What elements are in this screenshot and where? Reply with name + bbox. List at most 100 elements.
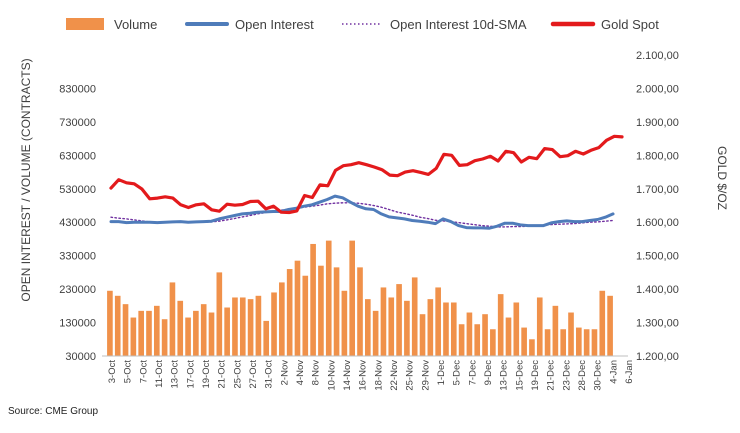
x-tick-label: 4-Jan [608,360,619,384]
x-tick-label: 13-Dec [499,360,510,391]
x-tick-label: 3-Oct [107,360,118,384]
volume-bar [208,312,215,356]
y-tick-label: 630000 [59,150,96,162]
y2-tick-label: 2.000,00 [636,83,679,95]
volume-bar [114,295,121,356]
volume-bar [177,300,184,356]
x-tick-label: 5-Dec [452,360,463,386]
volume-bar [318,265,324,356]
x-tick-label: 28-Dec [577,360,588,391]
volume-bar [372,310,379,356]
series-line-gold-spot [109,134,624,215]
legend-label-gold: Gold Spot [601,17,659,32]
volume-bar [153,305,160,356]
volume-bar [568,312,574,356]
y-tick-label: 530000 [59,184,96,196]
y2-tick-label: 1.600,00 [636,217,679,229]
volume-bar [443,302,449,356]
series-line-open-interest [109,194,615,230]
x-tick-label: 19-Dec [530,360,541,391]
y2-tick-label: 1.300,00 [636,318,679,330]
volume-bar [122,304,129,356]
x-tick-label: 31-Oct [264,360,275,389]
volume-bar [591,329,598,356]
y-tick-label: 430000 [59,217,96,229]
volume-bar [310,243,316,356]
x-tick-label: 22-Nov [389,360,400,391]
volume-bar [435,287,441,356]
y-tick-label: 130000 [59,318,96,330]
volume-bar [497,294,504,356]
x-tick-label: 18-Nov [373,360,384,391]
volume-bar [544,329,551,356]
volume-bar [427,299,434,356]
series-lines [109,134,624,230]
volume-bar [490,329,496,356]
x-tick-label: 8-Nov [311,360,322,386]
volume-bar [396,284,402,356]
x-tick-label: 27-Oct [248,360,259,389]
volume-bar [325,240,332,356]
source-note: Source: CME Group [8,406,98,417]
legend-label-open_interest: Open Interest [235,17,314,32]
y-tick-label: 330000 [59,251,96,263]
volume-bar [200,304,207,356]
volume-bar [294,260,301,356]
left-axis: 30000 130000 230000 330000 430000 530000 63000… [59,83,96,363]
volume-bar [161,319,168,356]
y2-tick-label: 1.900,00 [636,117,679,129]
volume-bar [607,295,613,356]
x-tick-label: 4-Nov [295,360,306,386]
y2-tick-label: 1.500,00 [636,251,679,263]
x-tick-label: 25-Nov [405,360,416,391]
volume-bar [388,297,395,356]
x-tick-label: 6-Jan [624,360,635,384]
x-axis: 3-Oct 5-Oct 7-Oct 11-Oct 13-Oct 17-Oct 19-Oct 2… [102,355,635,391]
x-tick-label: 21-Dec [546,360,557,391]
volume-bar [216,272,223,356]
x-tick-label: 16-Nov [358,360,369,391]
y-tick-label: 730000 [59,117,96,129]
x-tick-label: 2-Nov [279,360,290,386]
x-tick-label: 14-Nov [342,360,353,391]
legend-label-sma: Open Interest 10d-SMA [390,17,527,32]
volume-bar [349,240,355,356]
volume-bar [458,324,465,356]
volume-bar [271,292,277,356]
volume-bar [411,277,418,356]
volume-bar [474,324,481,356]
x-tick-label: 5-Oct [123,360,134,384]
y-tick-label: 30000 [65,351,96,363]
y-tick-label: 230000 [59,284,96,296]
volume-bar [419,314,426,356]
volume-bar [333,267,340,356]
x-tick-label: 21-Oct [217,360,228,389]
volume-bar [130,317,137,356]
volume-bar [247,299,254,356]
y2-tick-label: 1.200,00 [636,351,679,363]
volume-bar [482,314,488,356]
y2-tick-label: 2.100,00 [636,50,679,62]
volume-bar [560,329,567,356]
volume-bar [263,320,270,356]
x-tick-label: 25-Oct [232,360,243,389]
volume-bar [279,282,285,356]
volume-bar [536,297,543,356]
volume-bar [138,310,144,356]
volume-bar [450,302,457,356]
volume-bar [286,269,293,356]
volume-bar [169,282,176,356]
volume-bar [341,290,348,356]
y2-axis-title: GOLD $/OZ [715,146,729,210]
volume-bar [505,317,512,356]
x-tick-label: 19-Oct [201,360,212,389]
right-axis: 1.200,00 1.300,00 1.400,00 1.500,00 1.600,00… [636,50,679,363]
volume-bar [529,339,535,356]
y2-tick-label: 1.400,00 [636,284,679,296]
volume-bars [107,240,613,356]
x-tick-label: 9-Dec [483,360,494,386]
x-tick-label: 7-Oct [138,360,149,384]
x-tick-label: 30-Dec [593,360,604,391]
